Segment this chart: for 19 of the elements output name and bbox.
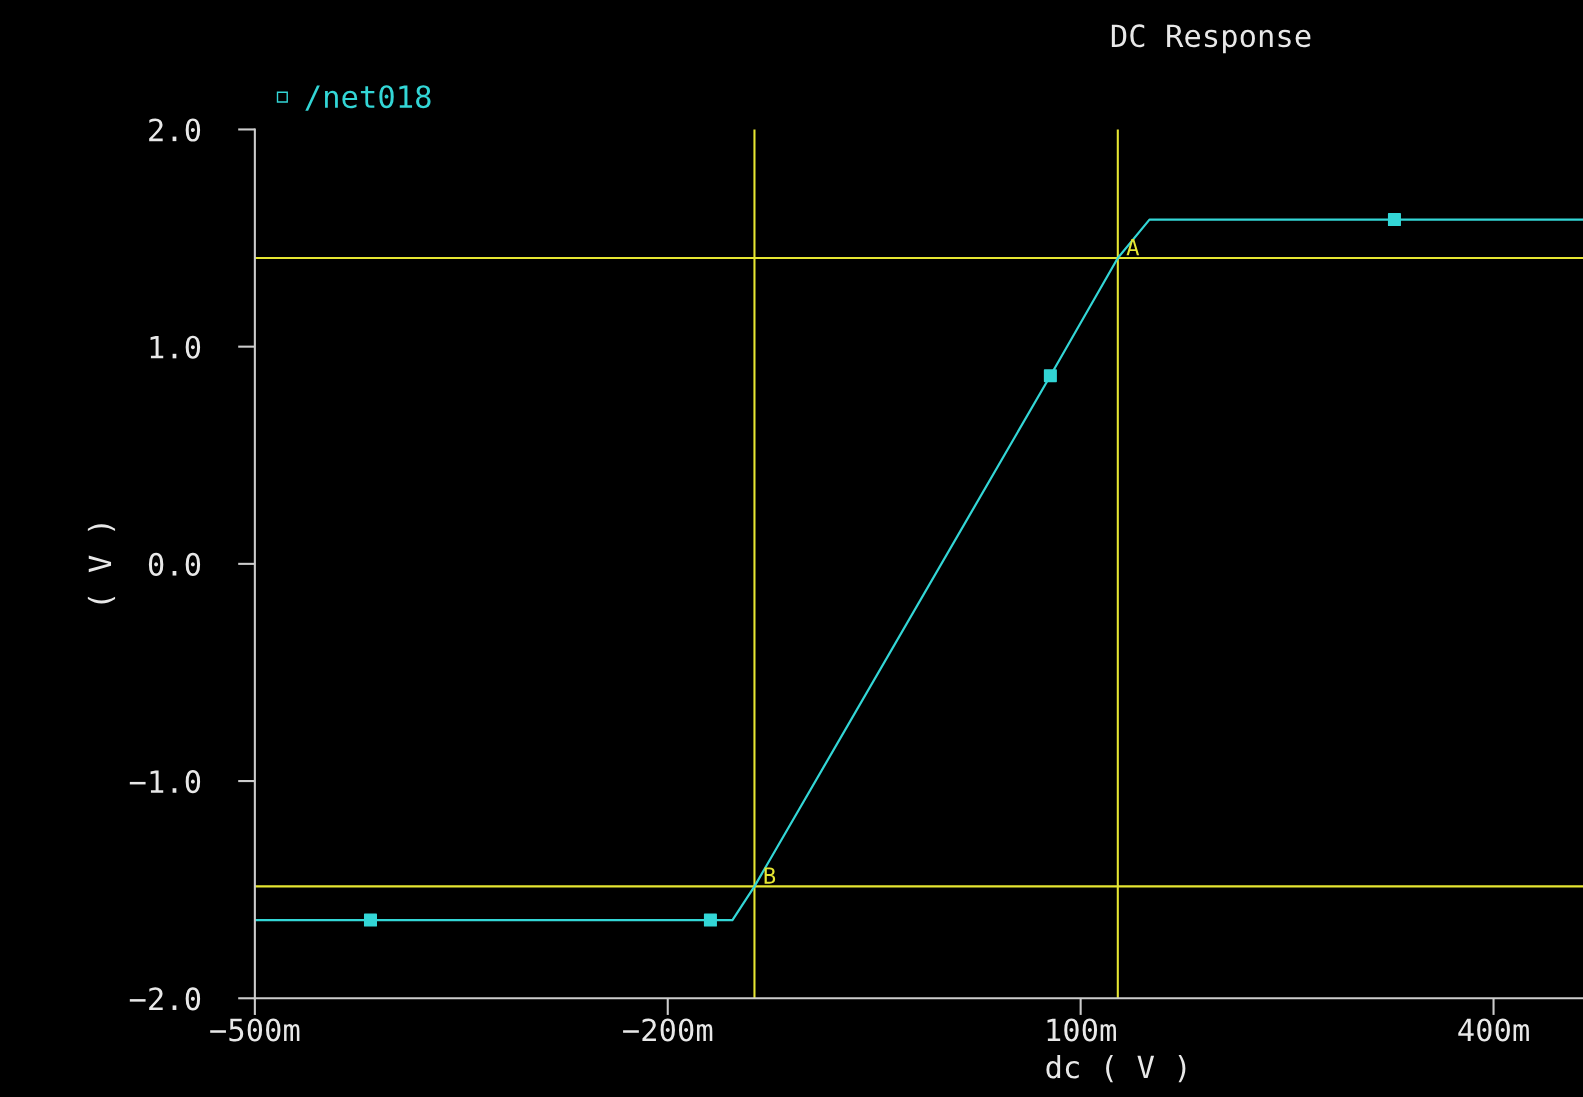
legend-label: /net018 [305, 85, 431, 111]
chart-title: DC Response [1111, 24, 1311, 54]
y-tick-label: −2.0 [129, 987, 201, 1011]
point [703, 913, 717, 927]
y-axis-title: ( V ) [87, 524, 116, 604]
point [363, 913, 377, 927]
y-tick-label: 2.0 [149, 118, 201, 142]
point [1043, 369, 1057, 383]
y-tick-label: 1.0 [150, 335, 201, 359]
x-tick-label: 400m [1458, 1018, 1529, 1042]
x-tick-label: 100m [1047, 1018, 1116, 1042]
y-tick-label: 0.0 [148, 552, 201, 576]
annotation: A [1126, 239, 1140, 256]
x-tick-label: −200m [623, 1018, 713, 1042]
annotation: B [764, 867, 776, 884]
x-tick-label: −500m [210, 1018, 300, 1042]
x-axis-title: dc ( V ) [1046, 1054, 1186, 1083]
point [1387, 213, 1401, 227]
y-tick-label: −1.0 [129, 770, 201, 794]
